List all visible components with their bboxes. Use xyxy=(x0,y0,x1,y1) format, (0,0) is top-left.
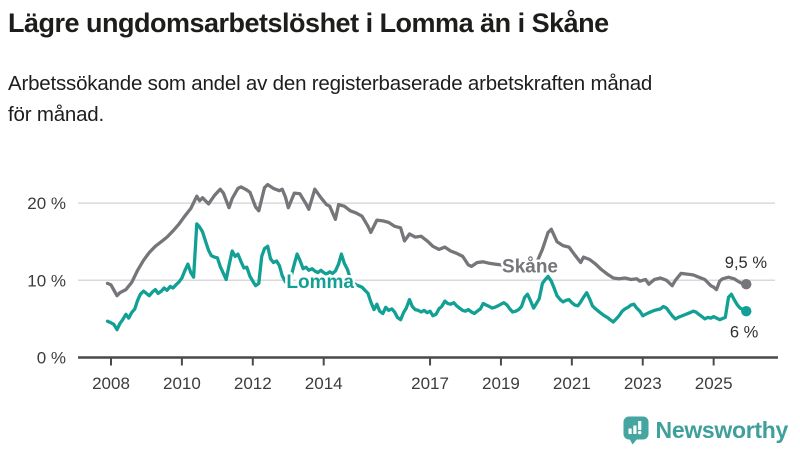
x-axis-label: 2017 xyxy=(411,374,449,393)
series-label-skåne: Skåne xyxy=(502,257,558,278)
subtitle-line-1: Arbetssökande som andel av den registerb… xyxy=(8,72,653,95)
series-line-lomma xyxy=(105,222,748,332)
series-endpoint-skåne xyxy=(741,278,752,290)
logo-exclamation-dot xyxy=(637,430,641,435)
x-axis-label: 2008 xyxy=(92,374,130,393)
logo-exclamation-bar xyxy=(637,421,641,430)
x-axis-label: 2023 xyxy=(624,374,662,393)
x-axis-label: 2014 xyxy=(305,374,343,393)
subtitle-line-2: för månad. xyxy=(8,103,104,126)
logo-bubble-tail xyxy=(628,438,638,445)
x-axis-label: 2010 xyxy=(163,374,201,393)
y-axis-label: 20 % xyxy=(27,194,66,213)
x-axis-label: 2012 xyxy=(234,374,272,393)
x-axis-label: 2019 xyxy=(482,374,520,393)
y-axis-label: 0 % xyxy=(37,349,66,368)
end-value-label-skåne: 9,5 % xyxy=(725,254,768,272)
page-title: Lägre ungdomsarbetslöshet i Lomma än i S… xyxy=(8,8,609,38)
end-value-label-lomma: 6 % xyxy=(730,324,759,342)
x-axis-label: 2025 xyxy=(695,374,733,393)
y-axis-label: 10 % xyxy=(27,271,66,290)
logo-wordmark: Newsworthy xyxy=(655,417,789,443)
newsworthy-logo: Newsworthy xyxy=(623,416,788,445)
x-axis-label: 2021 xyxy=(553,374,591,393)
series-endpoint-lomma xyxy=(741,305,752,317)
logo-bar-small xyxy=(628,428,632,434)
logo-bar-medium xyxy=(632,425,637,434)
newsworthy-speech-bubble-chart-icon xyxy=(623,416,649,445)
series-line-skåne xyxy=(105,182,748,298)
chart-subtitle: Arbetssökande som andel av den registerb… xyxy=(8,68,792,130)
series-label-lomma: Lomma xyxy=(286,272,354,293)
